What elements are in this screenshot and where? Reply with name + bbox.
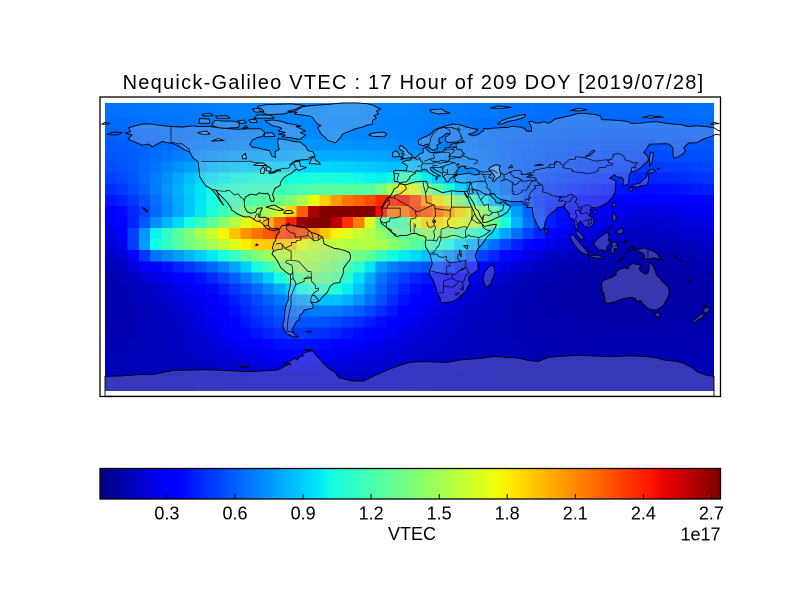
svg-text:0.9: 0.9 bbox=[291, 504, 316, 524]
svg-text:Nequick-Galileo VTEC : 17 Hour: Nequick-Galileo VTEC : 17 Hour of 209 DO… bbox=[123, 72, 705, 94]
svg-text:1.5: 1.5 bbox=[427, 504, 452, 524]
svg-text:1e17: 1e17 bbox=[680, 525, 720, 545]
svg-text:0.6: 0.6 bbox=[222, 504, 247, 524]
svg-text:1.8: 1.8 bbox=[495, 504, 520, 524]
svg-text:2.7: 2.7 bbox=[699, 504, 724, 524]
svg-text:VTEC: VTEC bbox=[388, 524, 436, 544]
svg-text:0.3: 0.3 bbox=[154, 504, 179, 524]
svg-text:1.2: 1.2 bbox=[359, 504, 384, 524]
svg-text:2.4: 2.4 bbox=[631, 504, 656, 524]
svg-text:2.1: 2.1 bbox=[563, 504, 588, 524]
